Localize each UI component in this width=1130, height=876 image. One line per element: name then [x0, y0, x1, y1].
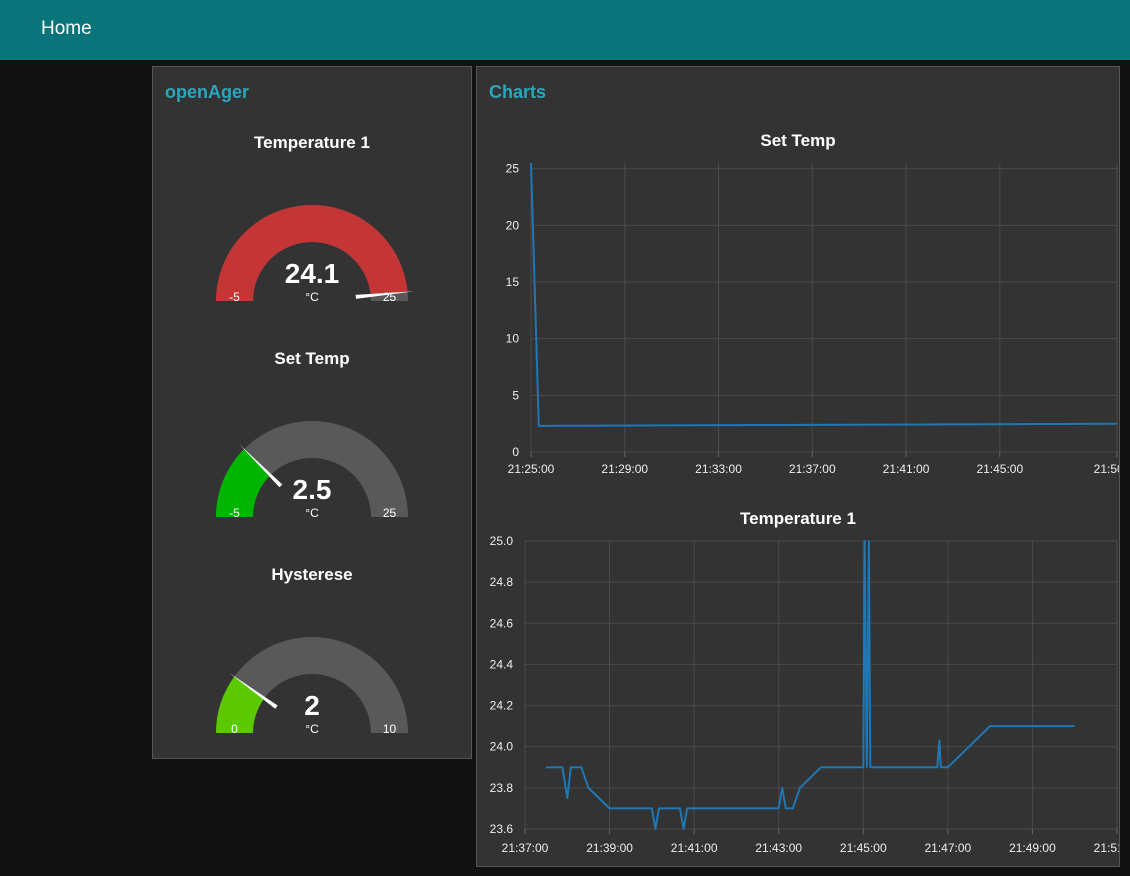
x-tick-label: 21:49:00 [1009, 841, 1056, 855]
group-title-openager: openAger [165, 82, 250, 102]
gauge-max-label: 10 [383, 722, 397, 736]
top-navbar: Home [0, 0, 1130, 60]
y-tick-label: 23.8 [490, 781, 514, 795]
gauge-value: 24.1 [285, 258, 340, 289]
series-line [546, 540, 1075, 830]
x-tick-label: 21:45:00 [976, 462, 1023, 476]
x-tick-label: 21:33:00 [695, 462, 742, 476]
x-tick-label: 21:37:00 [502, 841, 549, 855]
series-line [530, 162, 1118, 427]
y-tick-label: 24.6 [490, 616, 514, 630]
y-tick-label: 24.8 [490, 575, 514, 589]
y-tick-label: 25 [506, 162, 520, 176]
x-tick-label: 21:43:00 [755, 841, 802, 855]
gauge-min-label: -5 [229, 290, 240, 304]
gauge-hysterese: 2°C 0 10 [216, 637, 408, 736]
gauge-min-label: 0 [231, 722, 238, 736]
gauge-title-hysterese: Hysterese [271, 565, 353, 584]
gauge-max-label: 25 [383, 506, 397, 520]
y-tick-label: 10 [506, 332, 520, 346]
y-tick-label: 25.0 [490, 535, 514, 548]
chart-set-temp: 0 5 10 15 20 25 21:25:00 21:29:00 21:33:00 21:37:… [506, 162, 1119, 476]
gauge-title-set-temp: Set Temp [274, 349, 350, 368]
x-tick-label: 21:45:00 [840, 841, 887, 855]
gauge-fill [216, 204, 408, 301]
y-tick-label: 24.2 [490, 699, 514, 713]
group-title-charts: Charts [489, 82, 547, 102]
gauge-title-temperature-1: Temperature 1 [254, 133, 370, 152]
chart-temperature-1: 23.6 23.8 24.0 24.2 24.4 24.6 24.8 25.0 21:37:00… [490, 535, 1119, 855]
gauge-temperature-1: 24.1°C -5 25 [216, 204, 414, 304]
y-tick-label: 20 [506, 218, 520, 232]
y-tick-label: 5 [512, 388, 519, 402]
gauge-value: 2 [304, 690, 320, 721]
y-tick-label: 15 [506, 275, 520, 289]
x-tick-label: 21:37:00 [789, 462, 836, 476]
gauge-unit: °C [305, 722, 319, 736]
group-openager: openAger Temperature 1 24.1 °C -5 25 Set Te… [152, 66, 472, 759]
gauge-track [216, 421, 408, 517]
group-charts: Charts Set Temp 0 5 10 15 20 25 21:25:00 21:29:… [476, 66, 1120, 867]
gauge-fill [216, 449, 271, 517]
y-tick-label: 24.0 [490, 740, 514, 754]
gauge-track [216, 637, 408, 733]
page-title: Home [41, 18, 92, 39]
chart-title-set-temp: Set Temp [760, 131, 836, 150]
gauge-set-temp: 2.5°C -5 25 [216, 421, 408, 520]
gauge-min-label: -5 [229, 506, 240, 520]
gauge-needle [229, 673, 278, 709]
y-tick-label: 24.4 [490, 657, 514, 671]
x-tick-label: 21:47:00 [924, 841, 971, 855]
y-tick-label: 0 [512, 445, 519, 459]
x-tick-label: 21:51:00 [1094, 841, 1119, 855]
gauge-needle [239, 444, 283, 488]
y-tick-label: 23.6 [490, 822, 514, 836]
gauge-value: 2.5 [293, 474, 332, 505]
x-tick-label: 21:39:00 [586, 841, 633, 855]
gauge-unit: °C [305, 290, 319, 304]
x-tick-label: 21:50:00 [1094, 462, 1119, 476]
gauge-unit: °C [305, 506, 319, 520]
gauge-max-label: 25 [383, 290, 397, 304]
x-tick-label: 21:41:00 [671, 841, 718, 855]
x-tick-label: 21:29:00 [601, 462, 648, 476]
gauge-needle [355, 291, 414, 299]
x-tick-label: 21:25:00 [508, 462, 555, 476]
chart-title-temperature-1: Temperature 1 [740, 509, 856, 528]
x-tick-label: 21:41:00 [883, 462, 930, 476]
